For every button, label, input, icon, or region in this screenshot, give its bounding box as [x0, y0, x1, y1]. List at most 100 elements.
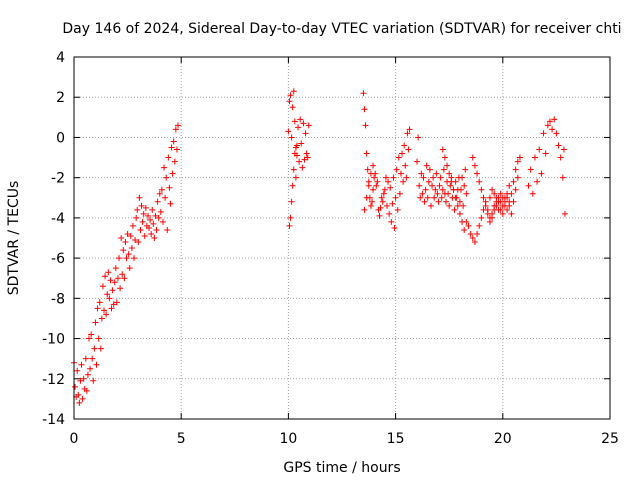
- data-point: [301, 156, 308, 163]
- data-point: [305, 122, 312, 129]
- data-point: [291, 118, 298, 125]
- data-point: [536, 146, 543, 153]
- data-point: [132, 237, 139, 244]
- data-point: [127, 232, 134, 239]
- data-point: [463, 218, 470, 225]
- data-point: [459, 174, 466, 181]
- data-point: [514, 174, 521, 181]
- data-point: [379, 198, 386, 205]
- data-point: [553, 130, 560, 137]
- data-point: [512, 166, 519, 173]
- data-point: [171, 158, 178, 165]
- data-point: [164, 226, 171, 233]
- data-point: [429, 182, 436, 189]
- y-tick-label: -12: [42, 372, 65, 388]
- data-point: [369, 198, 376, 205]
- data-point: [402, 162, 409, 169]
- data-point: [297, 116, 304, 123]
- data-point: [165, 154, 172, 161]
- data-point: [417, 194, 424, 201]
- data-point: [484, 210, 491, 217]
- data-point: [72, 383, 79, 390]
- data-point: [544, 122, 551, 129]
- data-point: [420, 174, 427, 181]
- data-point: [86, 335, 93, 342]
- data-point: [380, 190, 387, 197]
- data-point: [414, 158, 421, 165]
- data-point: [78, 361, 85, 368]
- data-point: [461, 182, 468, 189]
- data-point: [140, 210, 147, 217]
- data-point: [424, 194, 431, 201]
- data-point: [456, 210, 463, 217]
- data-point: [491, 190, 498, 197]
- data-point: [531, 154, 538, 161]
- y-tick-label: -2: [51, 171, 65, 187]
- data-point: [476, 178, 483, 185]
- data-point: [141, 232, 148, 239]
- data-point: [504, 206, 511, 213]
- data-point: [427, 202, 434, 209]
- data-point: [476, 222, 483, 229]
- data-point: [137, 226, 144, 233]
- data-point: [157, 208, 164, 215]
- data-point: [430, 174, 437, 181]
- data-point: [506, 182, 513, 189]
- data-point: [371, 174, 378, 181]
- data-point: [451, 206, 458, 213]
- data-point: [92, 319, 99, 326]
- data-point: [97, 345, 104, 352]
- data-point: [456, 198, 463, 205]
- data-point: [538, 170, 545, 177]
- y-axis-label: SDTVAR / TECUs: [6, 181, 22, 296]
- data-point: [363, 150, 370, 157]
- data-point: [360, 90, 367, 97]
- data-point: [286, 222, 293, 229]
- y-tick-label: -14: [42, 412, 65, 428]
- data-point: [167, 200, 174, 207]
- data-point: [546, 118, 553, 125]
- data-point: [133, 214, 140, 221]
- data-point: [435, 198, 442, 205]
- x-tick-label: 10: [279, 431, 297, 447]
- x-axis-label: GPS time / hours: [283, 460, 400, 476]
- data-point: [134, 206, 141, 213]
- data-point: [461, 226, 468, 233]
- data-point: [101, 307, 108, 314]
- plot-frame: [73, 56, 611, 420]
- data-point: [499, 202, 506, 209]
- data-point: [106, 295, 113, 302]
- data-point: [117, 285, 124, 292]
- data-point: [173, 146, 180, 153]
- data-point: [482, 202, 489, 209]
- data-point: [121, 275, 128, 282]
- chart-title: Day 146 of 2024, Sidereal Day-to-day VTE…: [62, 21, 621, 37]
- data-point: [501, 194, 508, 201]
- data-point: [288, 198, 295, 205]
- data-point: [377, 204, 384, 211]
- data-point: [98, 315, 105, 322]
- data-point: [161, 164, 168, 171]
- data-point: [432, 186, 439, 193]
- data-point: [290, 88, 297, 95]
- data-point: [469, 235, 476, 241]
- data-point: [497, 198, 504, 205]
- data-point: [108, 305, 115, 312]
- data-point: [367, 202, 374, 209]
- data-point: [439, 186, 446, 193]
- data-point: [560, 146, 567, 153]
- data-point: [418, 170, 425, 177]
- data-point: [146, 224, 153, 231]
- data-point: [290, 166, 297, 173]
- data-point: [136, 194, 143, 201]
- data-point: [497, 190, 504, 197]
- data-point: [527, 166, 534, 173]
- data-point: [365, 178, 372, 185]
- data-point: [87, 365, 94, 372]
- data-point: [150, 220, 157, 227]
- data-point: [298, 140, 305, 147]
- data-point: [403, 174, 410, 181]
- x-tick-label: 5: [177, 431, 186, 447]
- data-point: [296, 158, 303, 165]
